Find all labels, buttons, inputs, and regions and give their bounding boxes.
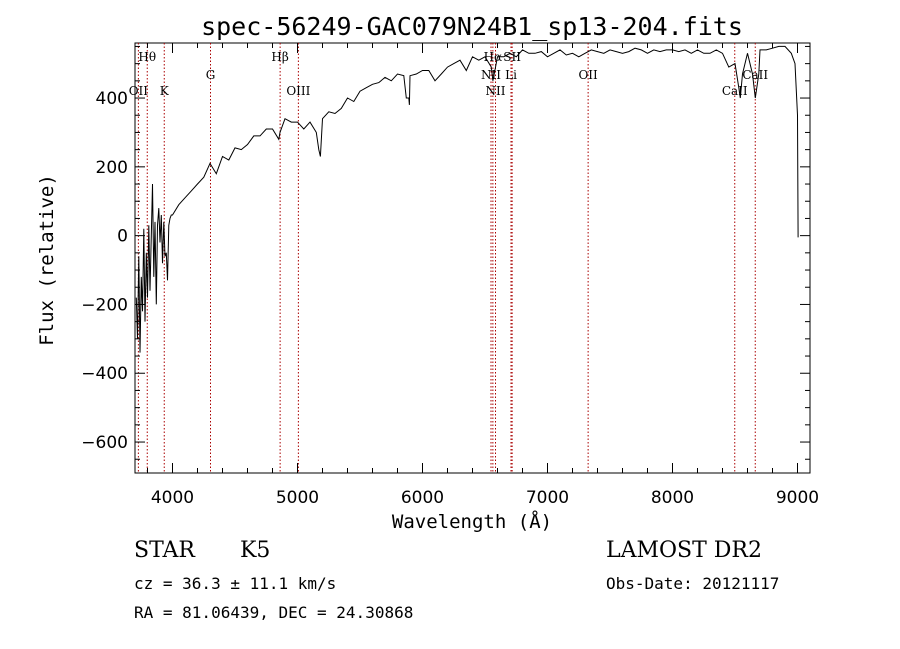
x-axis-label: Wavelength (Å): [392, 510, 552, 533]
spectral-line-label: SII: [503, 50, 521, 64]
spectral-line-label: CaII: [742, 68, 768, 82]
spectral-line-label: G: [206, 68, 216, 82]
spectral-subclass: K5: [240, 538, 271, 563]
spectral-line-label: K: [160, 84, 170, 98]
spectral-line-label: Li: [505, 68, 517, 82]
tick-labels: 4000 5000 6000 7000 8000 9000 −600 −400 −200 0 200…: [81, 89, 819, 508]
spectral-line-label: NII: [486, 84, 506, 98]
plot-frame: [134, 42, 811, 474]
spectrum-line: [135, 45, 799, 353]
coordinates: RA = 81.06439, DEC = 24.30868: [134, 603, 414, 622]
redshift-velocity: cz = 36.3 ± 11.1 km/s: [134, 574, 337, 593]
y-tick-label: −600: [81, 433, 128, 453]
x-tick-label: 4000: [151, 488, 194, 508]
y-tick-label: −200: [81, 295, 128, 315]
spectral-line-label: Hθ: [138, 50, 156, 64]
chart-title: spec-56249-GAC079N24B1_sp13-204.fits: [201, 12, 743, 41]
spectral-line-label: Hβ: [271, 50, 288, 64]
y-axis-label: Flux (relative): [36, 174, 58, 346]
spectral-line-markers: [137, 43, 756, 473]
x-tick-label: 9000: [776, 488, 819, 508]
data-layer: [135, 45, 799, 353]
object-type: STAR: [134, 538, 195, 563]
y-tick-label: −400: [81, 364, 128, 384]
x-tick-label: 7000: [526, 488, 569, 508]
x-tick-label: 6000: [401, 488, 444, 508]
observation-date: Obs-Date: 20121117: [606, 574, 780, 593]
y-tick-label: 400: [96, 89, 128, 109]
spectral-line-label: Hα: [484, 50, 503, 64]
x-tick-label: 8000: [651, 488, 694, 508]
y-tick-label: 0: [117, 227, 128, 247]
spectral-line-label: NII: [481, 68, 501, 82]
spectral-line-label: CaII: [722, 84, 748, 98]
spectral-line-label: OII: [129, 84, 149, 98]
survey-name: LAMOST DR2: [606, 538, 762, 563]
y-tick-label: 200: [96, 158, 128, 178]
spectral-line-label: OII: [578, 68, 598, 82]
x-tick-label: 5000: [276, 488, 319, 508]
spectral-line-label: OIII: [286, 84, 310, 98]
axis-ticks: [135, 43, 810, 473]
